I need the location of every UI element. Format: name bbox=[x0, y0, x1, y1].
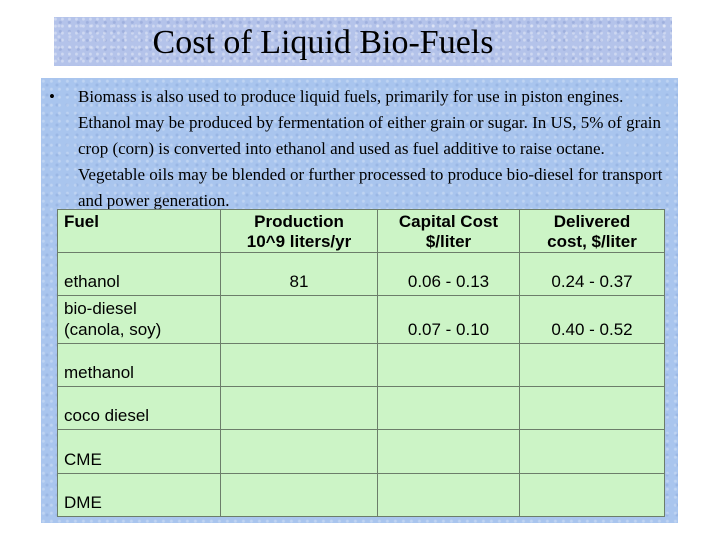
bullet-icon: • bbox=[49, 87, 55, 106]
capital-cost-cell bbox=[377, 429, 520, 474]
delivered-cost-cell bbox=[519, 429, 665, 474]
fuel-cost-table: Fuel Production 10^9 liters/yr Capital C… bbox=[57, 209, 665, 518]
title-bar: Cost of Liquid Bio-Fuels bbox=[54, 17, 672, 66]
bullet-text: Biomass is also used to produce liquid f… bbox=[78, 87, 663, 210]
table-row: CME bbox=[57, 429, 665, 474]
delivered-cost-cell bbox=[519, 472, 665, 518]
production-cell bbox=[220, 386, 378, 431]
table-header-row: Fuel Production 10^9 liters/yr Capital C… bbox=[57, 209, 665, 253]
fuel-cell: DME bbox=[57, 472, 221, 518]
capital-cost-cell: 0.06 - 0.13 bbox=[377, 251, 520, 297]
table-row: ethanol 81 0.06 - 0.13 0.24 - 0.37 bbox=[57, 251, 665, 297]
capital-cost-cell: 0.07 - 0.10 bbox=[377, 295, 520, 344]
bullet-paragraph: • Biomass is also used to produce liquid… bbox=[49, 84, 669, 214]
header-delivered-cost: Delivered cost, $/liter bbox=[519, 209, 665, 253]
header-fuel: Fuel bbox=[57, 209, 221, 253]
fuel-cell: coco diesel bbox=[57, 386, 221, 431]
fuel-cell: CME bbox=[57, 429, 221, 474]
header-capital-cost: Capital Cost $/liter bbox=[377, 209, 520, 253]
production-cell: 81 bbox=[220, 251, 378, 297]
table-row: coco diesel bbox=[57, 386, 665, 431]
fuel-cell: methanol bbox=[57, 342, 221, 388]
capital-cost-cell bbox=[377, 342, 520, 388]
production-cell bbox=[220, 472, 378, 518]
slide-title: Cost of Liquid Bio-Fuels bbox=[152, 24, 494, 61]
fuel-cell: bio-diesel (canola, soy) bbox=[57, 295, 221, 344]
table-row: DME bbox=[57, 472, 665, 518]
table-row: bio-diesel (canola, soy) 0.07 - 0.10 0.4… bbox=[57, 295, 665, 344]
header-production: Production 10^9 liters/yr bbox=[220, 209, 378, 253]
production-cell bbox=[220, 295, 378, 344]
production-cell bbox=[220, 429, 378, 474]
fuel-cell: ethanol bbox=[57, 251, 221, 297]
delivered-cost-cell bbox=[519, 386, 665, 431]
delivered-cost-cell: 0.24 - 0.37 bbox=[519, 251, 665, 297]
table-row: methanol bbox=[57, 342, 665, 388]
capital-cost-cell bbox=[377, 472, 520, 518]
delivered-cost-cell bbox=[519, 342, 665, 388]
production-cell bbox=[220, 342, 378, 388]
delivered-cost-cell: 0.40 - 0.52 bbox=[519, 295, 665, 344]
capital-cost-cell bbox=[377, 386, 520, 431]
